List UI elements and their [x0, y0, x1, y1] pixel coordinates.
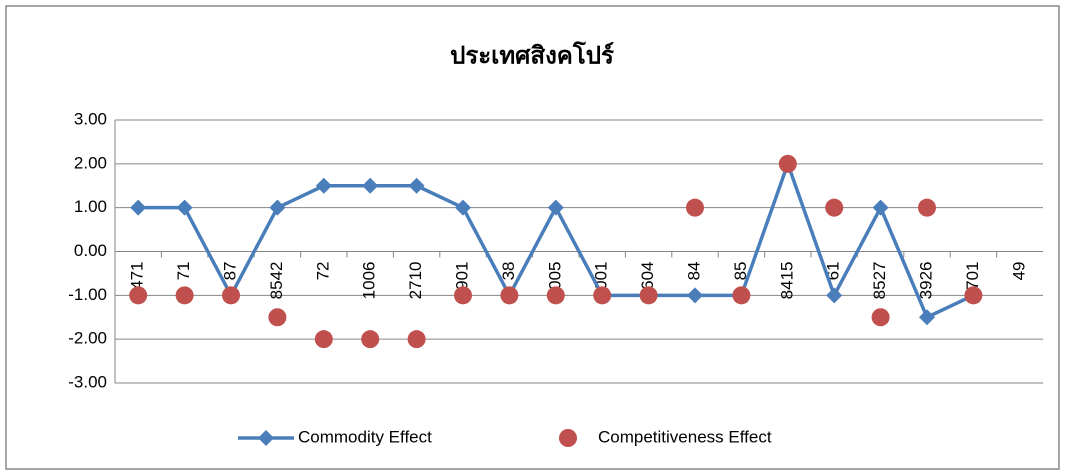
chart-frame	[5, 5, 1060, 470]
diamond-marker	[455, 199, 471, 216]
y-tick-label: 3.00	[74, 109, 107, 128]
diamond-marker	[130, 199, 147, 216]
dot-marker	[593, 286, 612, 305]
diamond-marker	[362, 177, 379, 194]
diamond-marker	[269, 199, 286, 216]
x-tick-label: 72	[313, 262, 332, 281]
legend-marker	[559, 429, 577, 447]
dot-marker	[222, 286, 240, 305]
diamond-marker	[872, 199, 889, 216]
dot-marker	[361, 330, 380, 349]
y-tick-label: -1.00	[68, 285, 107, 304]
x-tick-label: 1006	[360, 262, 379, 300]
dot-marker	[732, 286, 751, 305]
chart-title: ประเทศสิงคโปร์	[450, 41, 614, 70]
y-tick-label: -2.00	[68, 329, 107, 348]
dot-marker	[686, 198, 704, 217]
diamond-marker	[408, 177, 425, 194]
x-tick-label: 38	[499, 262, 518, 281]
diamond-marker	[315, 177, 332, 194]
x-tick-label: 71	[174, 262, 193, 281]
x-tick-label: 84	[684, 262, 703, 281]
legend-label: Commodity Effect	[298, 427, 432, 446]
dot-marker	[871, 308, 890, 327]
x-tick-label: 85	[731, 262, 750, 281]
dot-marker	[964, 286, 983, 305]
diamond-marker	[826, 287, 843, 304]
y-tick-label: 0.00	[74, 241, 107, 260]
legend-marker	[258, 430, 274, 446]
diamond-marker	[919, 309, 935, 326]
dot-marker	[268, 308, 287, 327]
x-tick-label: 8542	[267, 262, 286, 300]
dot-marker	[454, 286, 472, 305]
x-tick-label: 8527	[870, 262, 889, 300]
y-tick-label: -3.00	[68, 372, 107, 391]
dot-marker	[129, 286, 148, 305]
diamond-marker	[176, 199, 193, 216]
y-tick-label: 2.00	[74, 153, 107, 172]
legend-label: Competitiveness Effect	[598, 427, 772, 446]
diamond-marker	[547, 199, 564, 216]
dot-marker	[500, 286, 519, 305]
x-tick-label: 2710	[406, 262, 425, 300]
dot-marker	[918, 198, 936, 217]
dot-marker	[175, 286, 194, 305]
dot-marker	[639, 286, 658, 305]
x-tick-label: 3926	[916, 262, 935, 300]
x-tick-label: 87	[220, 262, 239, 281]
dot-marker	[778, 154, 797, 173]
diamond-marker	[687, 287, 703, 304]
dot-marker	[825, 198, 844, 217]
dot-marker	[407, 330, 426, 349]
dot-marker	[546, 286, 565, 305]
x-tick-label: 49	[1009, 262, 1028, 281]
y-tick-label: 1.00	[74, 197, 107, 216]
dot-marker	[314, 330, 333, 349]
x-tick-label: 8415	[777, 262, 796, 300]
